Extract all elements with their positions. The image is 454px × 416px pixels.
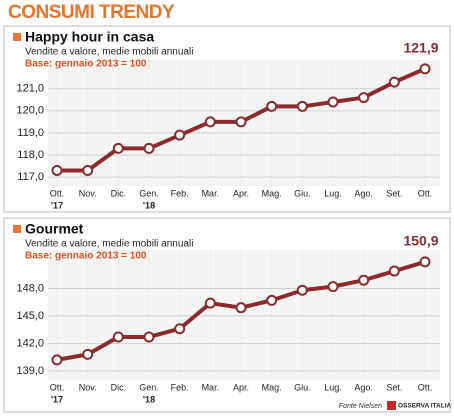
point <box>112 331 124 343</box>
x-tick-label: Ott. <box>418 188 433 198</box>
point <box>358 92 370 104</box>
chart-note: Base: gennaio 2013 = 100 <box>25 251 147 262</box>
value-label: 121,9 <box>403 40 438 56</box>
point <box>82 348 94 360</box>
title-marker <box>13 225 21 233</box>
point <box>235 302 247 314</box>
point <box>235 116 247 128</box>
x-tick-label: Lug. <box>324 188 342 198</box>
point <box>174 129 186 141</box>
x-tick-label: Giu. <box>294 382 311 392</box>
page-title: CONSUMI TRENDY <box>8 2 175 23</box>
chart-subtitle: Vendite a valore, medie mobili annuali <box>25 239 193 250</box>
x-tick-label: Gen. <box>139 188 159 198</box>
y-tick-label: 119,0 <box>17 127 44 139</box>
logo-mark <box>387 401 396 410</box>
x-year-label: '17 <box>51 394 63 404</box>
point <box>327 281 339 293</box>
y-tick-label: 120,0 <box>16 105 44 117</box>
point <box>327 96 339 108</box>
x-tick-label: Feb. <box>171 382 189 392</box>
x-tick-label: Dic. <box>111 188 127 198</box>
point <box>143 142 155 154</box>
point <box>266 100 278 112</box>
source: Fonte Nielsen <box>339 403 382 410</box>
x-tick-label: Apr. <box>233 188 249 198</box>
point <box>204 297 216 309</box>
x-tick-label: Feb. <box>171 188 189 198</box>
logo: OSSERVA ITALIA <box>398 403 452 410</box>
point <box>51 354 63 366</box>
x-tick-label: Mar. <box>202 188 220 198</box>
point <box>296 284 308 296</box>
y-tick-label: 118,0 <box>17 149 44 161</box>
chart-note: Base: gennaio 2013 = 100 <box>25 59 147 70</box>
x-tick-label: Ott. <box>50 382 65 392</box>
title-marker <box>13 33 21 41</box>
x-tick-label: Giu. <box>294 188 311 198</box>
point <box>266 294 278 306</box>
chart-title: Gourmet <box>25 221 84 237</box>
x-tick-label: Mag. <box>262 188 282 198</box>
point <box>174 323 186 335</box>
chart-title: Happy hour in casa <box>25 29 154 45</box>
point <box>204 116 216 128</box>
x-tick-label: Gen. <box>139 382 159 392</box>
x-tick-label: Dic. <box>111 382 127 392</box>
y-tick-label: 121,0 <box>16 83 44 95</box>
x-tick-label: Ott. <box>418 382 433 392</box>
x-tick-label: Nov. <box>79 382 97 392</box>
plot-area <box>48 250 440 380</box>
y-tick-label: 142,0 <box>16 337 44 349</box>
x-tick-label: Nov. <box>79 188 97 198</box>
point <box>419 63 431 75</box>
x-year-label: '18 <box>143 394 155 404</box>
point <box>51 165 63 177</box>
x-tick-label: Mag. <box>262 382 282 392</box>
point <box>358 274 370 286</box>
x-tick-label: Ott. <box>50 188 65 198</box>
point <box>82 165 94 177</box>
y-tick-label: 148,0 <box>16 282 44 294</box>
x-tick-label: Ago. <box>354 188 373 198</box>
x-tick-label: Apr. <box>233 382 249 392</box>
y-tick-label: 117,0 <box>17 171 44 183</box>
x-year-label: '18 <box>143 200 155 210</box>
y-tick-label: 139,0 <box>16 365 44 377</box>
x-tick-label: Mar. <box>202 382 220 392</box>
point <box>388 76 400 88</box>
x-year-label: '17 <box>51 200 63 210</box>
x-tick-label: Set. <box>386 188 402 198</box>
point <box>388 265 400 277</box>
x-tick-label: Set. <box>386 382 402 392</box>
x-tick-label: Lug. <box>324 382 342 392</box>
point <box>296 100 308 112</box>
point <box>112 142 124 154</box>
y-tick-label: 145,0 <box>16 310 44 322</box>
point <box>419 256 431 268</box>
value-label: 150,9 <box>403 233 438 249</box>
x-tick-label: Ago. <box>354 382 373 392</box>
chart-subtitle: Vendite a valore, medie mobili annuali <box>25 47 193 58</box>
point <box>143 331 155 343</box>
